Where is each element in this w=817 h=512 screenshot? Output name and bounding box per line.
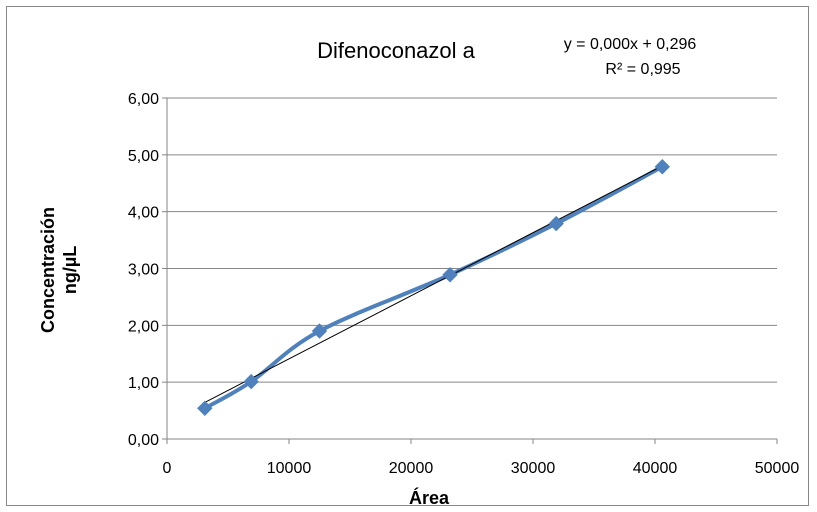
chart-title: Difenoconazol a bbox=[317, 38, 476, 63]
y-tick-label: 3,00 bbox=[128, 262, 159, 279]
y-tick-label: 2,00 bbox=[128, 318, 159, 335]
y-tick-label: 5,00 bbox=[128, 148, 159, 165]
x-tick-label: 0 bbox=[163, 460, 172, 477]
x-tick-label: 30000 bbox=[511, 460, 556, 477]
trendline-r-squared: R² = 0,995 bbox=[605, 61, 680, 78]
data-point bbox=[548, 215, 564, 232]
y-axis-title: Concentración ng/µL bbox=[38, 207, 80, 333]
x-axis-title: Área bbox=[409, 487, 450, 508]
y-tick-label: 1,00 bbox=[128, 375, 159, 392]
chart-area bbox=[6, 6, 809, 506]
data-point bbox=[654, 159, 671, 175]
x-tick-label: 10000 bbox=[267, 460, 312, 477]
data-point bbox=[243, 373, 259, 390]
trendline bbox=[204, 165, 663, 403]
y-tick-label: 0,00 bbox=[128, 432, 159, 449]
x-tick-label: 40000 bbox=[633, 460, 678, 477]
y-tick-label: 6,00 bbox=[128, 91, 159, 108]
series-line bbox=[202, 164, 665, 411]
x-tick-label: 50000 bbox=[755, 460, 800, 477]
trendline-equation: y = 0,000x + 0,296 bbox=[564, 36, 697, 53]
y-axis-title-line: ng/µL bbox=[60, 246, 80, 294]
x-tick-label: 20000 bbox=[389, 460, 434, 477]
data-point bbox=[442, 267, 458, 283]
y-tick-label: 4,00 bbox=[128, 205, 159, 222]
y-axis-title-line: Concentración bbox=[38, 207, 58, 333]
data-point bbox=[311, 323, 328, 339]
data-point bbox=[197, 400, 213, 417]
